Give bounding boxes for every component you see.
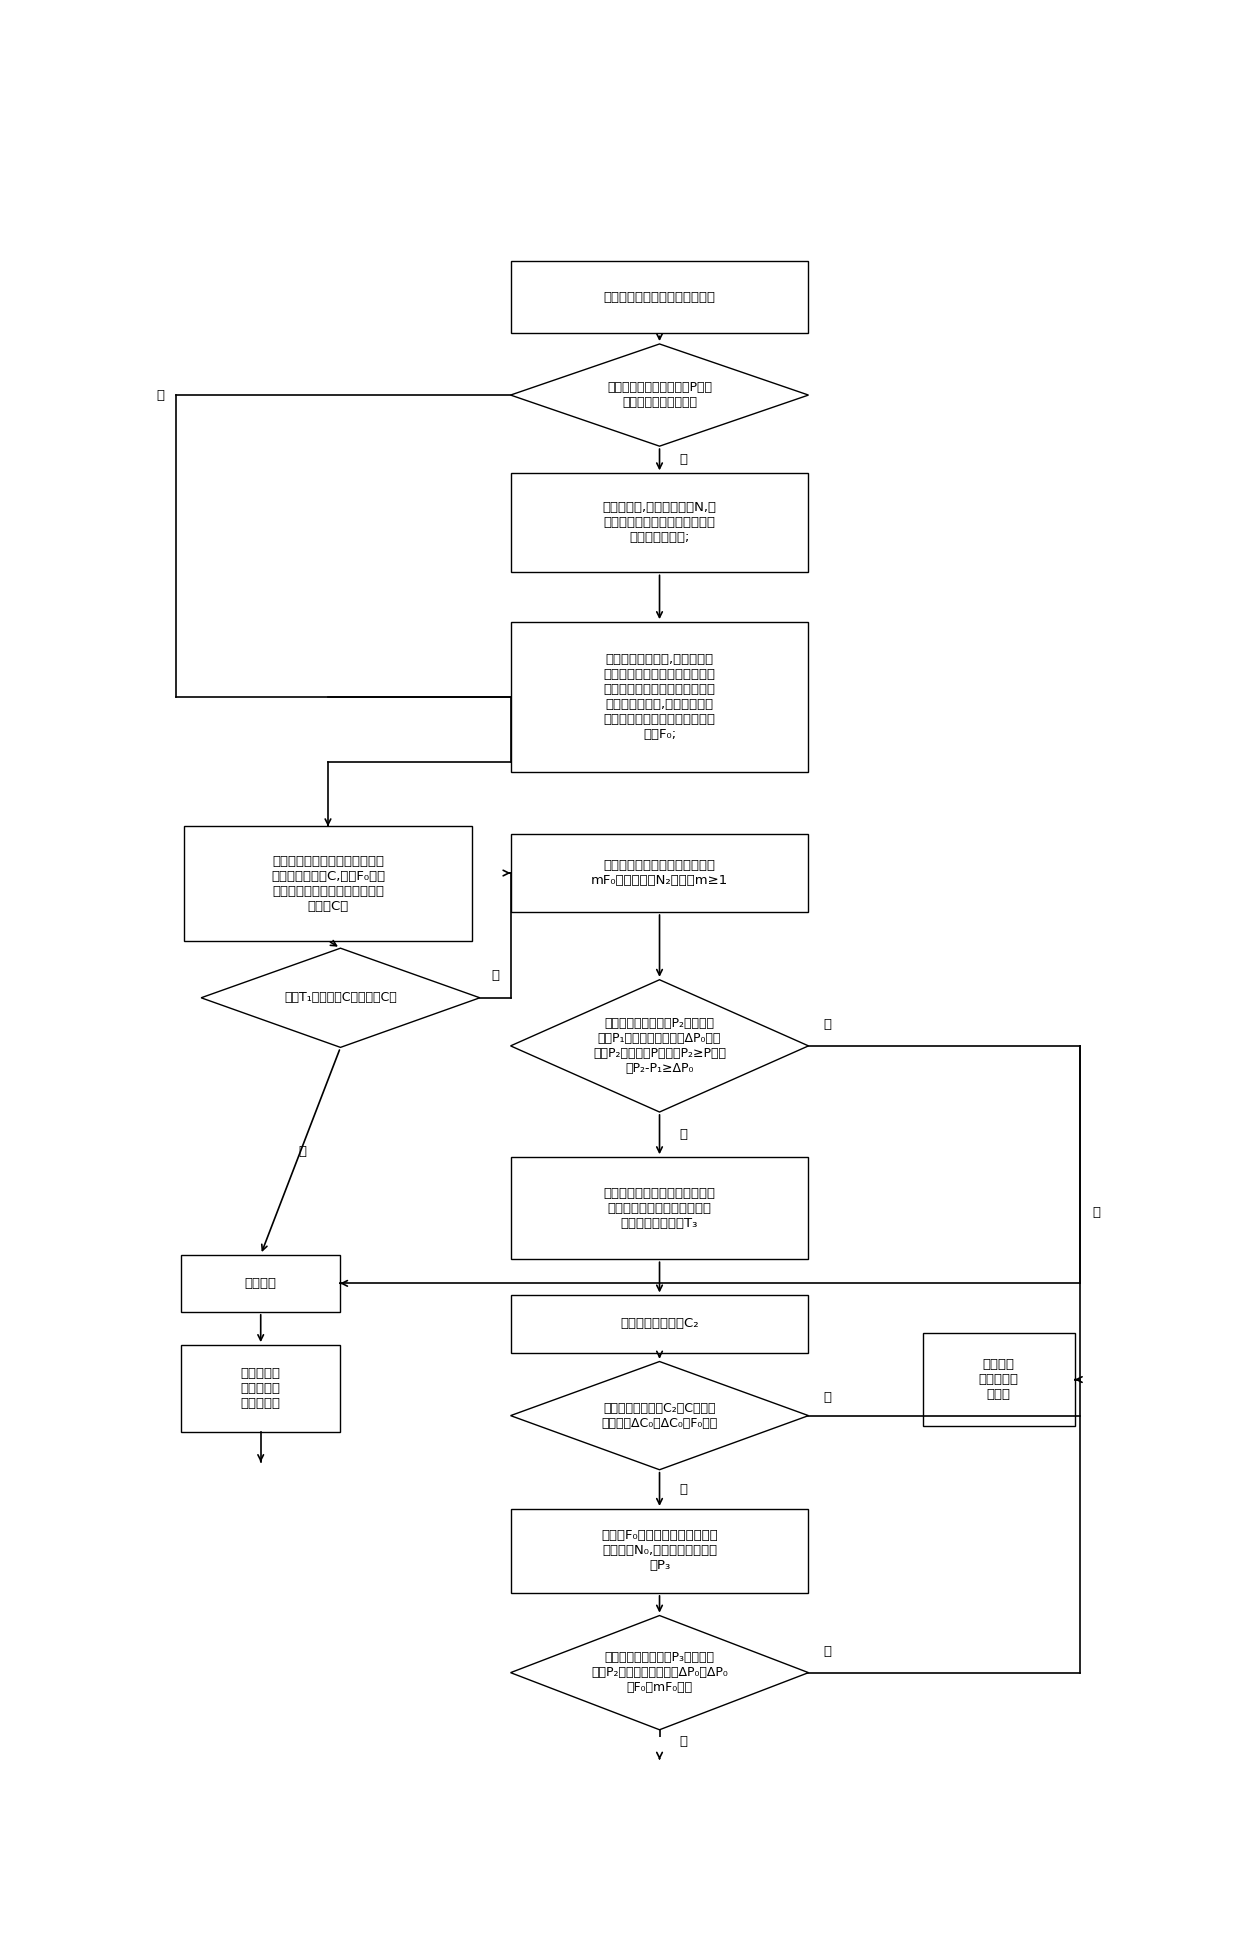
Text: 通过冷媒传感器获取空调的内机
管路的冷媒浓度C,查找F₀频率
下的、对应湿度和温度的冷媒浓
度阈值C预: 通过冷媒传感器获取空调的内机 管路的冷媒浓度C,查找F₀频率 下的、对应湿度和温…: [270, 855, 386, 912]
Text: 是: 是: [823, 1646, 832, 1657]
Text: 否: 否: [491, 968, 500, 982]
Text: 调整压缩机频率，使空调器按照
mF₀的频率运行N₂时间，m≥1: 调整压缩机频率，使空调器按照 mF₀的频率运行N₂时间，m≥1: [591, 859, 728, 886]
Text: 否: 否: [680, 1484, 687, 1495]
Text: 启动压缩机,运行预设时间N,获
取空调当前运行模式、当前室内
环境温度和湿度;: 启动压缩机,运行预设时间N,获 取空调当前运行模式、当前室内 环境温度和湿度;: [603, 502, 717, 545]
Text: 再次以F₀频率运行压缩机，运行
预设时间N₀,检测冷媒第三压力
值P₃: 再次以F₀频率运行压缩机，运行 预设时间N₀,检测冷媒第三压力 值P₃: [601, 1530, 718, 1573]
Text: 冷媒泄露: 冷媒泄露: [244, 1277, 277, 1290]
Text: 是: 是: [298, 1144, 306, 1158]
Text: 判断T₁时间内，C是否高于C预: 判断T₁时间内，C是否高于C预: [284, 992, 397, 1003]
Bar: [184, 826, 472, 941]
Text: 关闭压缩机，开启风机，通过风
机更换所述空调所在空间的气
体，风机运行时间T₃: 关闭压缩机，开启风机，通过风 机更换所述空调所在空间的气 体，风机运行时间T₃: [604, 1187, 715, 1230]
Bar: [511, 834, 808, 912]
Bar: [181, 1345, 340, 1433]
Bar: [511, 623, 808, 773]
Bar: [511, 1296, 808, 1353]
Text: 是: 是: [680, 453, 687, 467]
Text: 否: 否: [680, 1128, 687, 1142]
Text: 判断冷媒浓度检测C₂与C的差值
是否小于ΔC₀，ΔC₀与F₀相关: 判断冷媒浓度检测C₂与C的差值 是否小于ΔC₀，ΔC₀与F₀相关: [601, 1402, 718, 1429]
Bar: [511, 472, 808, 572]
Text: 检测冷媒浓度检测C₂: 检测冷媒浓度检测C₂: [620, 1318, 699, 1331]
Text: 判断冷媒第二压力值P₂与第一压
力值P₁的差值是大于预设ΔP₀，且
判断P₂是否大于P预，即P₂≥P预，
且P₂-P₁≥ΔP₀: 判断冷媒第二压力值P₂与第一压 力值P₁的差值是大于预设ΔP₀，且 判断P₂是否…: [593, 1017, 727, 1076]
Bar: [511, 1158, 808, 1259]
Polygon shape: [511, 1616, 808, 1729]
Text: 判断检测第一冷媒压力值P是否
不低于冷媒预设压力值: 判断检测第一冷媒压力值P是否 不低于冷媒预设压力值: [608, 381, 712, 410]
Polygon shape: [511, 344, 808, 447]
Polygon shape: [511, 980, 808, 1113]
Text: 否: 否: [156, 388, 165, 402]
Polygon shape: [511, 1362, 808, 1470]
Text: 启动空调器，检测室外环境温度: 启动空调器，检测室外环境温度: [604, 291, 715, 305]
Text: 冷媒无泄
漏，空调维
续运行: 冷媒无泄 漏，空调维 续运行: [978, 1359, 1019, 1402]
Bar: [923, 1333, 1075, 1427]
Text: 根据泄露状
态，启动风
机运行程序: 根据泄露状 态，启动风 机运行程序: [241, 1366, 280, 1409]
Text: 判断冷媒第三压力值P₃与第二压
力值P₂的差值是大于预设ΔP₀，ΔP₀
与F₀、mF₀相关: 判断冷媒第三压力值P₃与第二压 力值P₂的差值是大于预设ΔP₀，ΔP₀ 与F₀、…: [591, 1651, 728, 1694]
Text: 是: 是: [823, 1019, 832, 1031]
Text: 是: 是: [823, 1392, 832, 1403]
Text: 否: 否: [680, 1735, 687, 1749]
Bar: [181, 1255, 340, 1312]
Bar: [511, 262, 808, 334]
Polygon shape: [201, 949, 480, 1048]
Text: 从所述预储存关系,查找所述当
前运行模式、所述当前室外环境
温度、所述当前室内环境温度对
应的压缩机频率,并将当前压缩
机运行频率设定为查找的压缩机
频率F₀;: 从所述预储存关系,查找所述当 前运行模式、所述当前室外环境 温度、所述当前室内环…: [604, 654, 715, 742]
Bar: [511, 1509, 808, 1593]
Text: 是: 是: [1092, 1206, 1100, 1220]
